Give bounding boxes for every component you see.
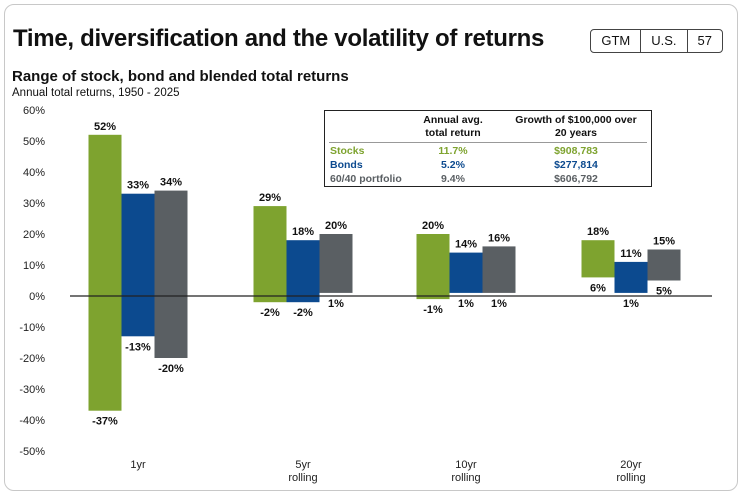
- bar-min-label: 1%: [491, 298, 507, 310]
- bar-max-label: 33%: [127, 180, 149, 192]
- y-tick-label: 10%: [23, 260, 45, 272]
- summary-table: Annual avg. total return Growth of $100,…: [324, 110, 652, 187]
- bar-bonds: [121, 193, 155, 337]
- x-tick-label: 1yr: [130, 459, 146, 471]
- y-tick-label: -10%: [19, 322, 45, 334]
- table-cell-name: Stocks: [330, 145, 365, 157]
- bar-bonds: [614, 261, 648, 293]
- bar-min-label: 1%: [623, 298, 639, 310]
- bar-max-label: 15%: [653, 236, 675, 248]
- table-cell-name: 60/40 portfolio: [330, 173, 402, 185]
- table-cell-growth: $277,814: [554, 159, 598, 171]
- bar-max-label: 52%: [94, 121, 116, 133]
- page-badge: GTM U.S. 57: [590, 29, 723, 53]
- table-header-growth-line2: 20 years: [554, 127, 598, 139]
- bar-min-label: -13%: [125, 341, 151, 353]
- bar-max-label: 14%: [455, 239, 477, 251]
- bar-stocks: [581, 240, 615, 278]
- table-row: Bonds 5.2% $277,814: [325, 159, 651, 173]
- chart-title: Range of stock, bond and blended total r…: [12, 68, 349, 85]
- bar-stocks: [253, 206, 287, 303]
- bar-60-40-portfolio: [647, 249, 681, 281]
- chart-subtitle: Annual total returns, 1950 - 2025: [12, 87, 180, 99]
- x-tick-label: 5yr: [295, 459, 311, 471]
- x-tick-label: rolling: [288, 472, 317, 484]
- y-tick-label: -50%: [19, 446, 45, 458]
- table-header-avg-line2: total return: [425, 127, 481, 139]
- bar-min-label: 1%: [328, 298, 344, 310]
- bar-bonds: [449, 252, 483, 293]
- badge-gtm: GTM: [601, 33, 631, 48]
- x-tick-label: rolling: [616, 472, 645, 484]
- y-tick-label: 0%: [29, 291, 45, 303]
- y-tick-label: -30%: [19, 384, 45, 396]
- bar-max-label: 11%: [620, 248, 642, 260]
- bar-bonds: [286, 240, 320, 303]
- y-tick-label: 60%: [23, 105, 45, 117]
- bar-60-40-portfolio: [319, 234, 353, 293]
- bar-min-label: -1%: [423, 304, 443, 316]
- y-tick-label: 40%: [23, 167, 45, 179]
- table-header-growth-line1: Growth of $100,000 over: [515, 114, 637, 126]
- table-row: Stocks 11.7% $908,783: [325, 145, 651, 159]
- bar-60-40-portfolio: [154, 190, 188, 358]
- table-cell-name: Bonds: [330, 159, 363, 171]
- bar-min-label: -20%: [158, 363, 184, 375]
- bar-stocks: [88, 134, 122, 411]
- page-title: Time, diversification and the volatility…: [13, 25, 545, 52]
- y-tick-label: 50%: [23, 136, 45, 148]
- bar-min-label: -2%: [293, 307, 313, 319]
- table-header-avg: Annual avg. total return: [403, 114, 503, 140]
- y-tick-label: 20%: [23, 229, 45, 241]
- bar-max-label: 29%: [259, 192, 281, 204]
- bar-max-label: 34%: [160, 177, 182, 189]
- bar-min-label: 6%: [590, 282, 606, 294]
- bar-min-label: 1%: [458, 298, 474, 310]
- y-tick-label: -40%: [19, 415, 45, 427]
- bar-min-label: 5%: [656, 286, 672, 298]
- y-tick-label: -20%: [19, 353, 45, 365]
- table-cell-avg: 5.2%: [441, 159, 465, 171]
- table-row: 60/40 portfolio 9.4% $606,792: [325, 173, 651, 187]
- table-header-growth: Growth of $100,000 over 20 years: [501, 114, 651, 140]
- bar-max-label: 18%: [587, 226, 609, 238]
- bar-min-label: -37%: [92, 416, 118, 428]
- bar-min-label: -2%: [260, 307, 280, 319]
- bar-max-label: 20%: [325, 220, 347, 232]
- y-tick-label: 30%: [23, 198, 45, 210]
- x-tick-label: 10yr: [455, 459, 477, 471]
- bar-max-label: 18%: [292, 226, 314, 238]
- table-cell-avg: 9.4%: [441, 173, 465, 185]
- x-tick-label: 20yr: [620, 459, 642, 471]
- x-tick-label: rolling: [451, 472, 480, 484]
- table-divider: [329, 142, 647, 143]
- bar-max-label: 16%: [488, 232, 510, 244]
- bar-stocks: [416, 234, 450, 300]
- table-cell-growth: $908,783: [554, 145, 598, 157]
- badge-region: U.S.: [640, 30, 686, 52]
- bar-max-label: 20%: [422, 220, 444, 232]
- bar-60-40-portfolio: [482, 246, 516, 293]
- table-header-avg-line1: Annual avg.: [423, 114, 483, 126]
- table-cell-avg: 11.7%: [438, 145, 468, 157]
- badge-page-number: 57: [686, 30, 722, 52]
- table-cell-growth: $606,792: [554, 173, 598, 185]
